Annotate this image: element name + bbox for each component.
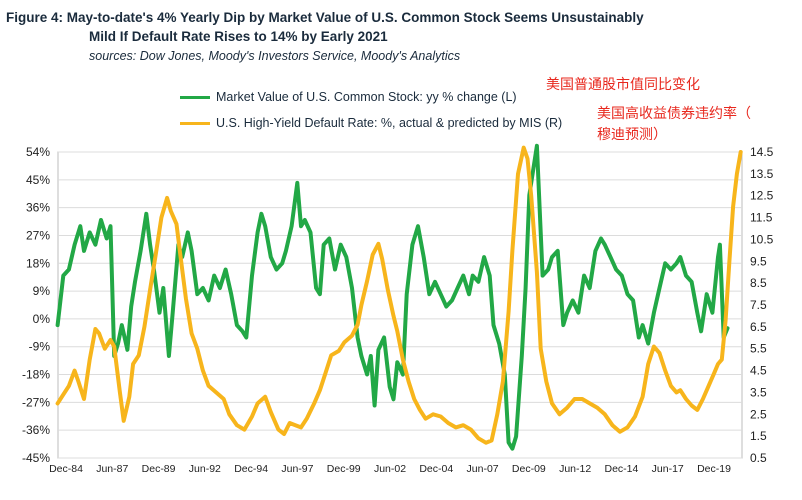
y-right-tick-label: 14.5 bbox=[750, 145, 774, 159]
x-tick-label: Jun-07 bbox=[467, 463, 499, 475]
x-tick-label: Dec-04 bbox=[419, 463, 453, 475]
x-tick-label: Jun-17 bbox=[652, 463, 684, 475]
y-right-tick-label: 1.5 bbox=[750, 429, 767, 443]
legend-item-default: U.S. High-Yield Default Rate: %, actual … bbox=[180, 110, 562, 136]
x-tick-label: Jun-12 bbox=[559, 463, 591, 475]
y-left-tick-label: -18% bbox=[22, 368, 50, 382]
x-tick-label: Jun-97 bbox=[281, 463, 313, 475]
legend-swatch-default bbox=[180, 121, 210, 125]
annotation-default-cn-2: 穆迪预测） bbox=[597, 127, 667, 143]
x-tick-label: Jun-92 bbox=[189, 463, 221, 475]
y-left-tick-label: 18% bbox=[26, 256, 50, 270]
title-line-2: Mild If Default Rate Rises to 14% by Ear… bbox=[89, 29, 388, 44]
chart-title: Figure 4: May-to-date's 4% Yearly Dip by… bbox=[6, 8, 796, 46]
x-tick-label: Dec-84 bbox=[49, 463, 83, 475]
x-tick-label: Dec-89 bbox=[142, 463, 176, 475]
x-tick-label: Dec-09 bbox=[512, 463, 546, 475]
y-right-tick-label: 5.5 bbox=[750, 342, 767, 356]
y-right-tick-label: 10.5 bbox=[750, 232, 774, 246]
y-right-tick-label: 4.5 bbox=[750, 364, 767, 378]
legend-swatch-stock bbox=[180, 95, 210, 99]
y-right-tick-label: 2.5 bbox=[750, 407, 767, 421]
y-right-tick-label: 6.5 bbox=[750, 320, 767, 334]
y-right-tick-label: 9.5 bbox=[750, 254, 767, 268]
annotation-default-cn-1: 美国高收益债券违约率（ bbox=[597, 106, 751, 122]
x-tick-label: Dec-94 bbox=[234, 463, 268, 475]
series-line-default-rate bbox=[55, 145, 743, 445]
x-tick-label: Jun-02 bbox=[374, 463, 406, 475]
y-right-tick-label: 3.5 bbox=[750, 385, 767, 399]
y-left-tick-label: 54% bbox=[26, 145, 50, 159]
y-left-tick-label: -45% bbox=[22, 451, 50, 465]
y-left-tick-label: 36% bbox=[26, 201, 50, 215]
y-right-tick-label: 13.5 bbox=[750, 167, 774, 181]
x-tick-label: Dec-14 bbox=[604, 463, 638, 475]
x-tick-label: Dec-19 bbox=[697, 463, 731, 475]
source-note: sources: Dow Jones, Moody's Investors Se… bbox=[89, 49, 461, 63]
y-left-tick-label: 27% bbox=[26, 228, 50, 242]
legend-label-default: U.S. High-Yield Default Rate: %, actual … bbox=[216, 116, 563, 130]
y-right-tick-label: 0.5 bbox=[750, 451, 767, 465]
series-line-stock bbox=[55, 143, 730, 451]
x-tick-label: Jun-87 bbox=[96, 463, 128, 475]
y-left-tick-label: -27% bbox=[22, 395, 50, 409]
annotation-stock-cn: 美国普通股市值同比变化 bbox=[546, 77, 700, 93]
y-left-tick-label: 0% bbox=[33, 312, 51, 326]
x-tick-label: Dec-99 bbox=[327, 463, 361, 475]
y-left-tick-label: -36% bbox=[22, 423, 50, 437]
title-line-1: Figure 4: May-to-date's 4% Yearly Dip by… bbox=[6, 10, 644, 25]
y-right-tick-label: 12.5 bbox=[750, 189, 774, 203]
y-right-tick-label: 7.5 bbox=[750, 298, 767, 312]
legend-item-stock: Market Value of U.S. Common Stock: yy % … bbox=[180, 84, 562, 110]
legend-label-stock: Market Value of U.S. Common Stock: yy % … bbox=[216, 90, 517, 104]
y-right-tick-label: 8.5 bbox=[750, 276, 767, 290]
y-left-tick-label: 9% bbox=[33, 284, 51, 298]
y-right-tick-label: 11.5 bbox=[750, 211, 773, 225]
y-left-tick-label: 45% bbox=[26, 173, 50, 187]
legend: Market Value of U.S. Common Stock: yy % … bbox=[180, 84, 562, 136]
y-left-tick-label: -9% bbox=[29, 340, 51, 354]
